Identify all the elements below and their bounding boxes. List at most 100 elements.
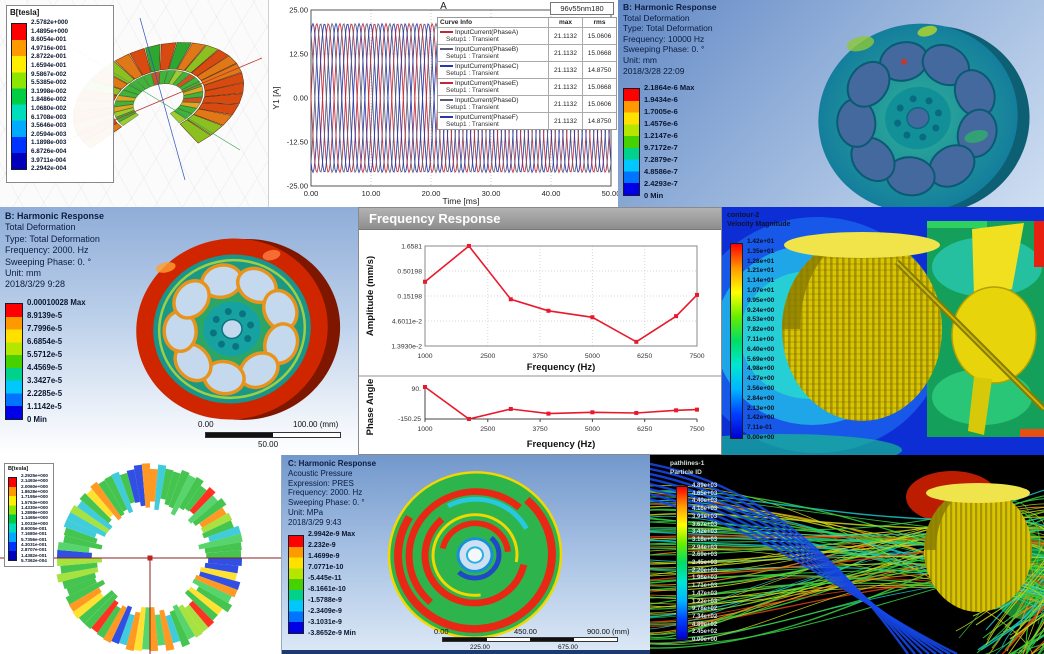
legend-value: 1.4330e+000 <box>21 504 48 510</box>
legend-value: 4.89e+03 <box>692 483 718 489</box>
legend-value: 2.45e+03 <box>692 560 718 566</box>
svg-text:7500: 7500 <box>689 353 704 360</box>
phase-chart: 90. -150.25 1000 2500 3750 5000 6250 7500 Phase … <box>365 379 705 450</box>
cfd-legend-title: contour-2 Velocity Magnitude <box>727 212 790 229</box>
legend-value: 1.96e+03 <box>692 575 718 582</box>
pathlines-view <box>650 455 1044 654</box>
legend-value: 1.07e+01 <box>747 287 775 294</box>
legend-value: 1.4699e-9 <box>308 553 340 560</box>
legend-value: 3.42e+03 <box>692 529 718 536</box>
curve-table-row: InputCurrent(PhaseC) Setup1 : Transient 21… <box>438 61 616 78</box>
scale-ruler <box>205 432 341 438</box>
legend-title-line1: contour-2 <box>727 212 760 219</box>
legend-value: 3.67e+03 <box>692 521 718 528</box>
info-line: Total Deformation <box>623 12 690 23</box>
svg-text:2500: 2500 <box>480 353 495 360</box>
legend-value: 7.11e+00 <box>747 336 774 343</box>
panel-particle-pathlines: pathlines-1 Particle ID 4.89e+03 4.65e+03… <box>650 455 1044 654</box>
legend-value: 1.7005e-6 <box>644 107 678 116</box>
ruler-label-right: 100.00 (mm) <box>293 420 339 429</box>
legend-value: 7.11e-01 <box>747 424 773 432</box>
legend-value: 4.27e+00 <box>747 375 775 383</box>
legend-value: 0 Min <box>27 415 47 424</box>
window-titlebar[interactable]: Frequency Response <box>359 208 721 230</box>
info-line: Sweeping Phase: 0. ° <box>623 44 705 55</box>
series-color-swatch <box>440 48 453 51</box>
svg-text:0.50198: 0.50198 <box>397 268 422 275</box>
svg-text:30.00: 30.00 <box>482 189 501 198</box>
legend-value: 7.82e+00 <box>747 326 775 334</box>
legend-value: 7.0771e-10 <box>308 564 344 571</box>
svg-text:3750: 3750 <box>533 353 548 360</box>
info-line: Sweeping Phase: 0. ° <box>288 498 365 508</box>
legend-value: 1.22e+03 <box>692 598 718 605</box>
info-line: Frequency: 10000 Hz <box>623 33 705 44</box>
legend-value: 4.40e+03 <box>692 498 718 505</box>
legend-value: -8.1661e-10 <box>308 586 346 593</box>
svg-text:7500: 7500 <box>689 426 704 433</box>
panel-frequency-response-window: Frequency Response 1000 2500 3750 5000 6250 7… <box>358 207 722 455</box>
legend-value: 1.14e+01 <box>747 277 775 285</box>
info-line: Unit: MPa <box>288 507 324 517</box>
legend-value: -3.8652e-9 Min <box>308 630 356 637</box>
legend-value: 1.42e+00 <box>747 414 775 422</box>
legend-value: 1.28e+01 <box>747 257 775 265</box>
info-line: Total Deformation <box>5 222 76 233</box>
deformation-3d-view <box>818 23 1030 207</box>
legend-value: 6.40e+00 <box>747 345 775 353</box>
legend-value: 1.8486e-002 <box>31 96 67 104</box>
flux-ring-view <box>0 463 281 654</box>
legend-value: 2.2285e-5 <box>27 389 63 398</box>
curve-table-row: InputCurrent(PhaseD) Setup1 : Transient 21… <box>438 95 616 112</box>
legend-value: 6.1708e-003 <box>31 113 67 121</box>
legend-value: 1.4895e+000 <box>31 27 68 35</box>
legend-value: 8.9139e-5 <box>27 311 63 320</box>
svg-text:0.00: 0.00 <box>293 94 308 103</box>
info-line: Expression: PRES <box>288 478 354 488</box>
flux-legend-box: B[tesla] 2.2925e+000 2.1493e+000 2.0060e+0… <box>4 463 54 567</box>
legend-value: 8.6054e-001 <box>31 36 67 44</box>
legend-value: 9.78e+02 <box>692 606 718 613</box>
svg-text:-25.00: -25.00 <box>287 182 308 191</box>
info-line: C: Harmonic Response <box>288 459 377 468</box>
acoustic-disc-view <box>387 471 563 639</box>
svg-text:Frequency (Hz): Frequency (Hz) <box>527 362 596 373</box>
info-line: B: Harmonic Response <box>623 2 717 12</box>
ruler-label: 0.00 <box>434 627 449 636</box>
legend-value: 0.00e+00 <box>692 637 718 643</box>
amplitude-chart: 1000 2500 3750 5000 6250 7500 1.6581 0.50198 0.1… <box>365 243 705 373</box>
legend-value: 3.1998e-002 <box>31 87 67 95</box>
legend-value: 5.5385e-002 <box>31 79 67 87</box>
info-line: Type: Total Deformation <box>5 233 100 244</box>
info-line: Frequency: 2000. Hz <box>288 488 363 498</box>
legend-value: 4.98e+00 <box>747 365 775 373</box>
legend-value: 9.24e+00 <box>747 306 775 314</box>
legend-value: -1.5788e-9 <box>308 597 342 604</box>
svg-text:50.00: 50.00 <box>602 189 618 198</box>
legend-colorbar <box>8 476 17 562</box>
legend-value: 5.69e+00 <box>747 355 775 363</box>
curve-table-row: InputCurrent(PhaseB) Setup1 : Transient 21… <box>438 44 616 61</box>
svg-text:12.50: 12.50 <box>289 50 308 59</box>
svg-text:-12.50: -12.50 <box>287 138 308 147</box>
flux-legend-box: B[tesla] 2.5782e+000 1.4895e+000 8.6054e-0… <box>6 5 114 183</box>
legend-value: 3.9711e-004 <box>31 156 67 164</box>
legend-title-line2: Velocity Magnitude <box>727 220 791 228</box>
info-line: Unit: mm <box>623 54 657 65</box>
legend-title-line2: Particle ID <box>670 468 702 476</box>
svg-text:90.: 90. <box>412 386 422 393</box>
svg-text:Phase Angle: Phase Angle <box>365 379 376 436</box>
legend-title-line1: pathlines-1 <box>670 460 705 467</box>
legend-value: 1.6594e-001 <box>31 62 67 69</box>
legend-value: 7.7996e-5 <box>27 324 63 333</box>
svg-text:2500: 2500 <box>480 426 495 433</box>
legend-colorbar <box>623 88 640 197</box>
svg-text:20.00: 20.00 <box>422 189 441 198</box>
legend-value: 2.84e+00 <box>747 394 775 402</box>
svg-text:Time [ms]: Time [ms] <box>443 196 480 206</box>
svg-text:5000: 5000 <box>585 353 600 360</box>
svg-text:Frequency (Hz): Frequency (Hz) <box>527 439 596 450</box>
legend-value: 3.5646e-003 <box>31 122 67 130</box>
deformation-3d-view <box>136 238 341 420</box>
model-label: 96v55nm180 <box>550 2 614 15</box>
